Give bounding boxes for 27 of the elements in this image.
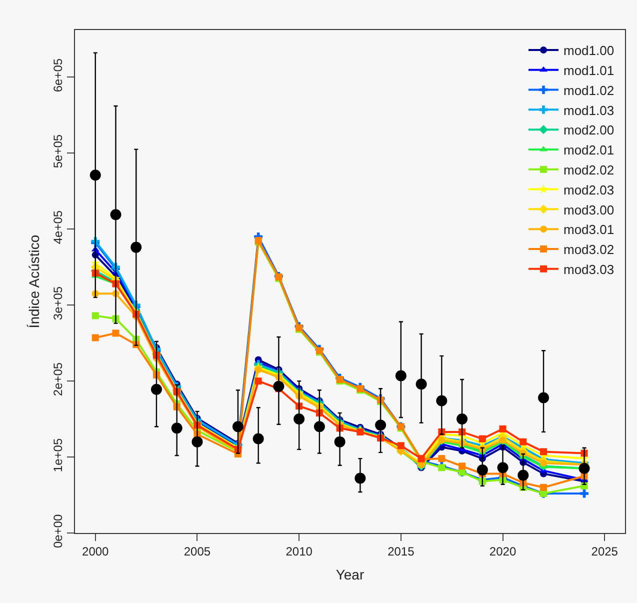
y-tick-label: 1e+05: [51, 438, 66, 472]
x-tick-label: 2000: [82, 544, 110, 558]
legend-label: mod1.00: [564, 43, 614, 58]
legend-label: mod3.02: [564, 242, 614, 258]
y-tick-label: 2e+05: [51, 362, 66, 396]
y-tick-label: 6e+05: [51, 58, 66, 92]
y-tick-label: 5e+05: [51, 134, 66, 168]
x-tick-label: 2005: [184, 544, 211, 558]
legend-label: mod1.03: [564, 102, 614, 118]
y-tick-label: 3e+05: [51, 286, 66, 320]
y-axis-title: Índice Acústico: [26, 234, 42, 328]
legend-label: mod3.03: [564, 262, 614, 277]
legend-label: mod2.00: [564, 122, 614, 138]
x-tick-label: 2025: [591, 544, 618, 558]
legend-label: mod3.00: [564, 202, 614, 218]
legend-label: mod3.01: [564, 222, 614, 238]
legend-label: mod1.02: [564, 82, 614, 98]
x-tick-label: 2015: [388, 544, 415, 558]
legend-label: mod2.03: [564, 182, 614, 198]
legend-label: mod2.02: [564, 162, 614, 178]
legend-label: mod2.01: [564, 142, 614, 158]
x-tick-label: 2010: [286, 544, 313, 558]
y-tick-label: 4e+05: [51, 210, 66, 244]
x-axis-title: Year: [336, 566, 364, 583]
y-tick-label: 0e+00: [51, 514, 66, 548]
x-tick-label: 2020: [489, 544, 516, 558]
legend-label: mod1.01: [564, 62, 614, 78]
